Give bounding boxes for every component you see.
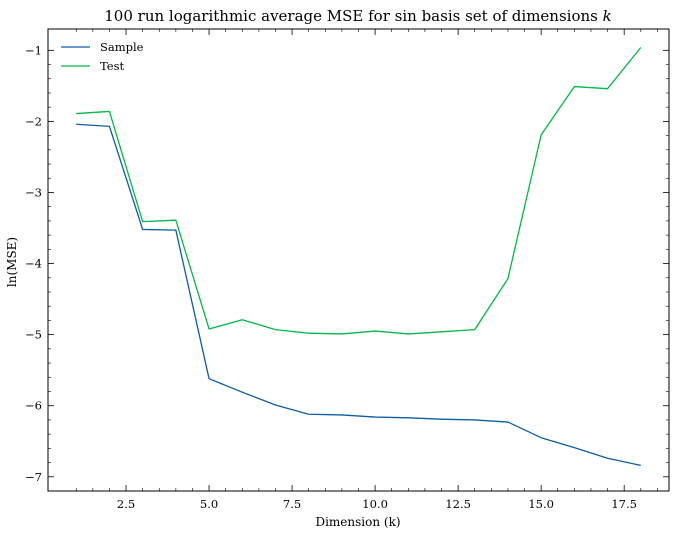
plot-area: 2.5 5.0 7.5 10.0 12.5 15.0 17.5 −1 −2 −3 −4 −5 −6 −7 S… (25, 28, 670, 511)
y-tick-label: −6 (25, 399, 42, 413)
x-tick-label: 5.0 (200, 497, 218, 511)
y-tick-label: −1 (25, 43, 42, 57)
x-tick-label: 17.5 (611, 497, 637, 511)
y-tick-label: −7 (25, 470, 42, 484)
x-axis-label: Dimension (k) (315, 515, 400, 529)
x-tick-label: 12.5 (445, 497, 471, 511)
chart-title-variable: k (603, 7, 612, 25)
x-tick-label: 2.5 (117, 497, 135, 511)
y-axis-label: ln(MSE) (5, 237, 19, 287)
series-line-sample (76, 123, 641, 467)
legend-label-sample: Sample (100, 40, 144, 54)
chart-title-text: 100 run logarithmic average MSE for sin … (104, 7, 598, 25)
x-tick-label: 7.5 (283, 497, 301, 511)
legend-label-test: Test (100, 59, 124, 73)
series-line-test (76, 47, 642, 335)
y-tick-label: −5 (25, 328, 42, 342)
y-tick-label: −2 (25, 114, 42, 128)
y-tick-label: −3 (25, 185, 42, 199)
y-tick-label: −4 (25, 257, 42, 271)
x-tick-label: 15.0 (528, 497, 554, 511)
chart-title: 100 run logarithmic average MSE for sin … (104, 7, 611, 25)
x-tick-label: 10.0 (362, 497, 388, 511)
plot-frame (47, 28, 670, 492)
